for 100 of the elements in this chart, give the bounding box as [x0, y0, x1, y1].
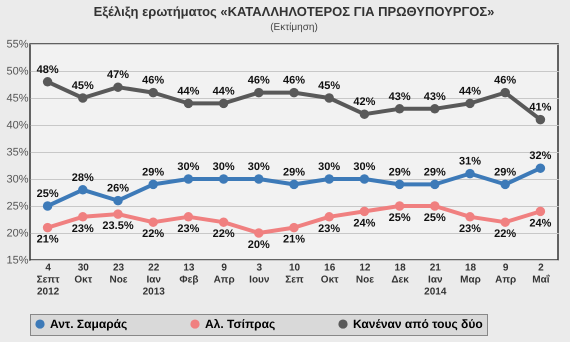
point	[360, 109, 370, 119]
data-label: 29%	[388, 166, 411, 178]
x-tick-label: 2 Μαΐ	[532, 262, 551, 286]
point	[536, 163, 546, 173]
data-label: 22%	[212, 228, 235, 240]
x-tick-label: 22 Ιαν 2013	[142, 262, 166, 298]
x-tick-label: 18 Δεκ	[391, 262, 410, 286]
point	[148, 217, 158, 227]
data-label: 29%	[142, 166, 164, 178]
x-tick-label: 23 Νοε	[109, 262, 128, 286]
data-label: 21%	[36, 234, 59, 246]
y-tick-label: 35%	[6, 146, 29, 158]
data-label: 44%	[177, 85, 200, 98]
point	[324, 212, 334, 222]
y-tick-label: 15%	[6, 254, 29, 266]
data-label: 24%	[353, 217, 376, 230]
data-label: 48%	[36, 64, 59, 76]
point	[324, 93, 334, 103]
x-tick-label: 21 Ιαν 2014	[424, 262, 447, 298]
x-tick-label: 18 Μαρ	[460, 262, 481, 286]
x-tick-label: 9 Απρ	[495, 262, 516, 286]
chart-subtitle: (Εκτίμηση)	[270, 22, 318, 33]
point	[536, 206, 546, 216]
data-label: 45%	[318, 80, 340, 92]
point	[218, 217, 228, 227]
data-label: 25%	[424, 212, 446, 224]
x-tick-label: 9 Απρ	[214, 262, 235, 286]
data-label: 23%	[177, 222, 200, 235]
y-tick-label: 25%	[6, 200, 29, 212]
point	[148, 180, 158, 190]
data-label: 30%	[212, 161, 235, 173]
point	[289, 180, 299, 190]
data-label: 22%	[142, 228, 164, 240]
data-label: 46%	[142, 74, 164, 87]
y-tick-label: 40%	[6, 120, 29, 132]
point	[465, 212, 475, 222]
x-tick-label: 12 Νοε	[356, 262, 374, 286]
point	[218, 98, 228, 108]
data-label: 23.5%	[102, 220, 134, 232]
point	[218, 174, 228, 184]
data-label: 46%	[248, 74, 270, 87]
point	[42, 201, 52, 211]
data-label: 30%	[353, 161, 376, 173]
point	[254, 88, 264, 98]
point	[42, 222, 52, 232]
data-label: 30%	[177, 161, 200, 173]
data-label: 26%	[106, 182, 130, 195]
data-label: 23%	[458, 222, 482, 235]
point	[394, 104, 404, 114]
data-label: 43%	[424, 90, 446, 103]
x-tick-label: 13 Φεβ	[179, 262, 198, 286]
data-label: 28%	[72, 172, 94, 184]
x-tick-label: 4 Σεπτ 2012	[36, 262, 60, 298]
point	[394, 180, 404, 190]
point	[500, 180, 510, 190]
point	[184, 212, 194, 222]
data-label: 46%	[282, 74, 306, 87]
point	[184, 98, 194, 108]
data-label: 29%	[424, 166, 446, 178]
point	[430, 201, 440, 211]
data-label: 43%	[388, 90, 411, 103]
point	[42, 77, 52, 87]
point	[78, 185, 88, 195]
data-label: 47%	[106, 69, 130, 82]
point	[430, 180, 440, 190]
x-tick-label: 16 Οκτ	[320, 262, 340, 286]
data-label: 46%	[494, 74, 516, 87]
data-label: 21%	[282, 234, 306, 246]
point	[289, 222, 299, 232]
data-label: 30%	[248, 161, 270, 173]
point	[500, 88, 510, 98]
point	[360, 174, 370, 184]
legend-label: Αντ. Σαμαράς	[50, 317, 128, 332]
data-label: 41%	[529, 102, 552, 114]
point	[254, 228, 264, 238]
y-tick-label: 55%	[6, 38, 29, 50]
data-label: 22%	[494, 228, 516, 240]
point	[536, 114, 546, 124]
point	[113, 82, 123, 92]
point	[148, 88, 158, 98]
chart-title: Εξέλιξη ερωτήματος «ΚΑΤΑΛΛΗΛΟΤΕΡΟΣ ΓΙΑ ΠΡΩΘΥΠΟΥΡΓΟΣ»	[94, 4, 494, 19]
data-label: 44%	[458, 85, 482, 98]
data-label: 23%	[318, 222, 340, 235]
x-tick-label: 30 Οκτ	[74, 262, 93, 286]
point	[360, 206, 370, 216]
point	[289, 88, 299, 98]
data-label: 45%	[72, 80, 94, 92]
point	[394, 201, 404, 211]
point	[78, 93, 88, 103]
data-label: 29%	[282, 166, 306, 178]
data-label: 23%	[72, 222, 94, 235]
data-label: 30%	[318, 161, 340, 173]
point	[465, 168, 475, 178]
y-tick-label: 30%	[6, 174, 29, 186]
data-label: 44%	[212, 85, 235, 98]
point	[78, 212, 88, 222]
data-label: 24%	[529, 217, 552, 230]
point	[500, 217, 510, 227]
data-label: 25%	[388, 212, 411, 224]
data-label: 25%	[36, 188, 59, 200]
